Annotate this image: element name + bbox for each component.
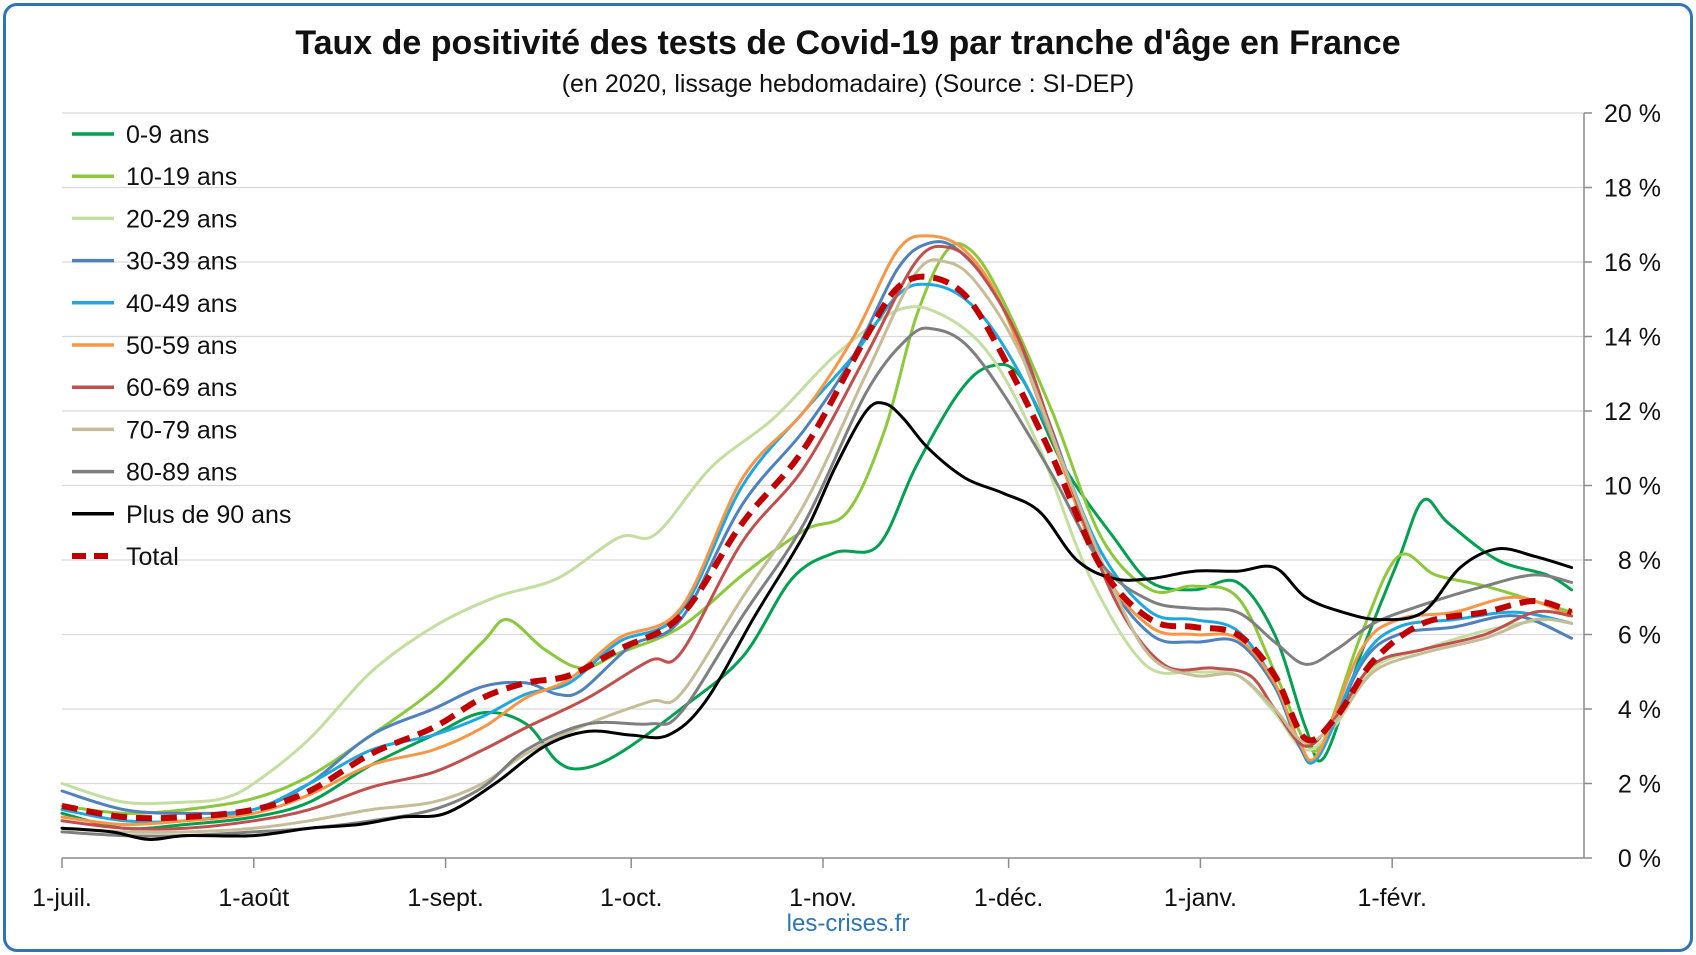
y-tick-label: 18 % — [1604, 175, 1661, 203]
y-tick-label: 4 % — [1618, 696, 1661, 724]
legend-label: Plus de 90 ans — [126, 501, 291, 529]
series-line-6 — [60, 244, 1574, 831]
x-tick-label: 1-janv. — [1164, 884, 1237, 912]
series-line-9 — [60, 401, 1574, 841]
axes: 0 % 2 % 4 % 6 % 8 % 10 % 12 % 14 % 16 % 18 % 20 % 1… — [32, 100, 1661, 912]
legend-label: 40-49 ans — [126, 290, 237, 318]
y-tick-label: 6 % — [1618, 622, 1661, 650]
source-credit: les-crises.fr — [786, 910, 910, 937]
legend-label: 50-59 ans — [126, 332, 237, 360]
legend-label: 60-69 ans — [126, 374, 237, 402]
legend-label: 0-9 ans — [126, 121, 209, 149]
series-lines — [60, 234, 1574, 841]
series-line-5 — [60, 234, 1574, 827]
x-tick-label: 1-août — [218, 884, 289, 912]
y-tick-label: 10 % — [1604, 473, 1661, 501]
y-tick-label: 8 % — [1618, 547, 1661, 575]
legend-label: 30-39 ans — [126, 248, 237, 276]
series-line-2 — [60, 305, 1574, 806]
chart-title: Taux de positivité des tests de Covid-19… — [295, 24, 1401, 62]
y-tick-label: 20 % — [1604, 100, 1661, 128]
legend-label: 10-19 ans — [126, 163, 237, 191]
series-line-10 — [61, 273, 1573, 822]
x-tick-label: 1-oct. — [600, 884, 663, 912]
y-tick-label: 12 % — [1604, 398, 1661, 426]
chart-subtitle: (en 2020, lissage hebdomadaire) (Source … — [561, 70, 1135, 98]
chart-frame — [3, 3, 1693, 952]
y-tick-label: 0 % — [1618, 845, 1661, 873]
series-line-8 — [60, 326, 1574, 838]
series-line-4 — [60, 282, 1574, 824]
series-line-7 — [60, 258, 1574, 834]
x-tick-label: 1-sept. — [407, 884, 483, 912]
legend-label: 70-79 ans — [126, 416, 237, 444]
x-tick-label: 1-déc. — [974, 884, 1043, 912]
gridlines — [62, 112, 1584, 785]
legend-label: Total — [126, 543, 179, 571]
x-tick-label: 1-juil. — [32, 884, 92, 912]
y-tick-label: 16 % — [1604, 249, 1661, 277]
y-tick-label: 2 % — [1618, 771, 1661, 799]
y-tick-label: 14 % — [1604, 324, 1661, 352]
legend: 0-9 ans 10-19 ans 20-29 ans 30-39 ans 40-49 … — [72, 121, 291, 571]
legend-label: 20-29 ans — [126, 205, 237, 233]
x-tick-label: 1-nov. — [789, 884, 857, 912]
legend-label: 80-89 ans — [126, 459, 237, 487]
x-tick-label: 1-févr. — [1357, 884, 1426, 912]
